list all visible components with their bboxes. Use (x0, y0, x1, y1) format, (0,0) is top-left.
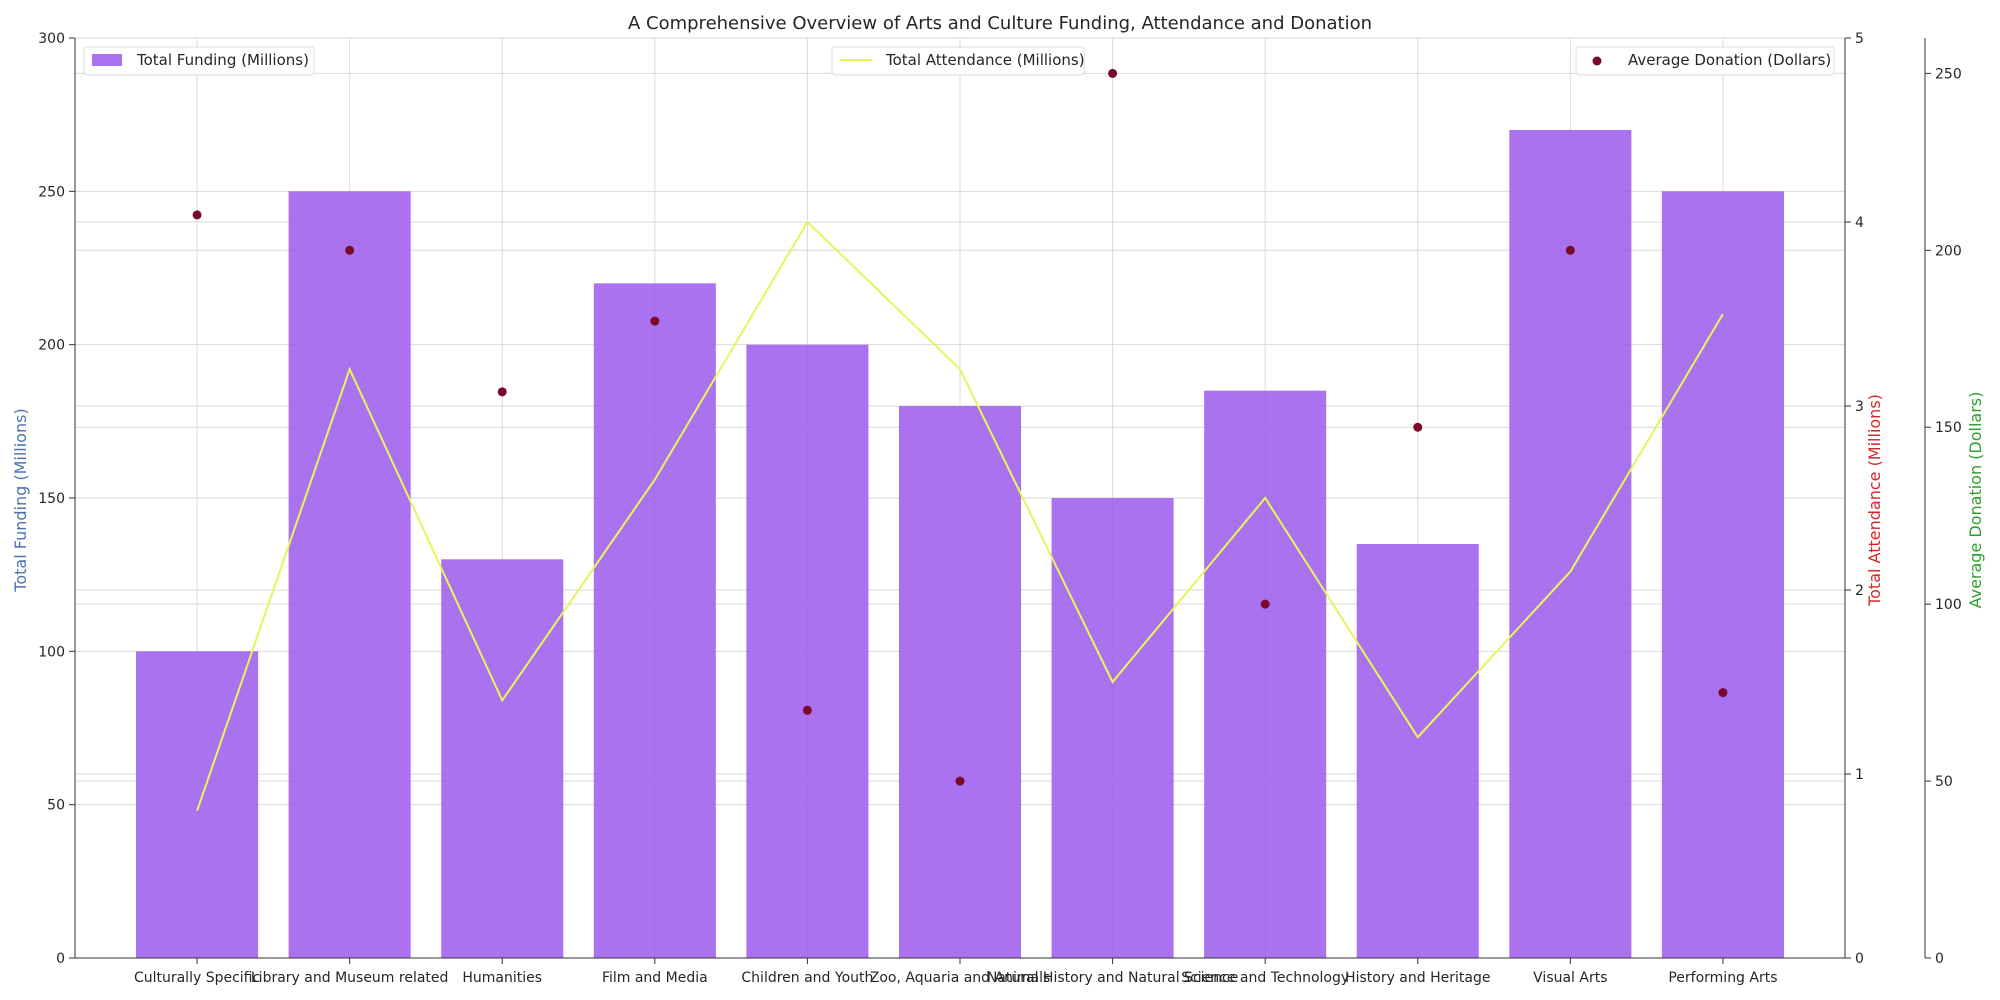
tick-label-right: 5 (1855, 31, 1864, 47)
tick-label-right: 1 (1855, 767, 1864, 783)
bar-funding (1356, 544, 1479, 958)
tick-label-right: 4 (1855, 215, 1864, 231)
tick-label-right: 2 (1855, 583, 1864, 599)
attendance-line-layer (196, 220, 1724, 812)
category-label: History and Heritage (1345, 970, 1490, 986)
bar-funding (1051, 498, 1174, 958)
bar-funding (1204, 390, 1327, 959)
tick-label-left: 100 (38, 644, 65, 660)
legend-funding: Total Funding (Millions) (83, 46, 315, 76)
legend-donation-swatch (1592, 56, 1602, 66)
tick-label-left: 200 (38, 338, 65, 354)
tick-label-left: 250 (38, 184, 65, 200)
tick-label-left: 300 (38, 31, 65, 47)
donation-point (955, 776, 965, 786)
tick-label-left: 150 (38, 491, 65, 507)
donation-point (1108, 68, 1118, 78)
donation-point (802, 705, 812, 715)
bar-funding (136, 651, 259, 958)
tick-label-right2: 150 (1935, 420, 1962, 436)
tick-label-right: 0 (1855, 951, 1864, 967)
tick-label-left: 0 (56, 951, 65, 967)
bar-funding (898, 406, 1022, 958)
tick-label-left: 50 (47, 798, 65, 814)
bar-funding (288, 191, 411, 959)
donation-point (1718, 688, 1728, 698)
category-label: Humanities (462, 970, 542, 986)
donation-points (192, 68, 1728, 786)
donation-point (650, 316, 660, 326)
legend-attendance-label: Total Attendance (Millions) (885, 51, 1085, 69)
legend-donation-box (1575, 46, 1835, 76)
donation-point (1260, 599, 1270, 609)
y-axis-right2-title: Average Donation (Dollars) (1966, 392, 1985, 609)
bar-funding (593, 283, 716, 958)
tick-label-right2: 100 (1935, 597, 1962, 613)
tick-label-right: 3 (1855, 399, 1864, 415)
bar-funding (441, 559, 564, 958)
donation-point (192, 210, 202, 220)
tick-label-right2: 200 (1935, 243, 1962, 259)
category-label: Natural History and Natural Science (987, 970, 1239, 986)
category-label: Performing Arts (1668, 970, 1777, 986)
donation-point (1565, 245, 1575, 255)
legend-attendance: Total Attendance (Millions) (831, 46, 1085, 76)
legend-funding-label: Total Funding (Millions) (136, 51, 309, 69)
bar-funding (746, 344, 869, 959)
legend-funding-box (83, 46, 315, 76)
bar-funding (1661, 191, 1784, 959)
category-label: Science and Technology (1181, 970, 1349, 986)
donation-point (497, 387, 507, 397)
legend-donation: Average Donation (Dollars) (1575, 46, 1835, 76)
category-label: Culturally Specific (134, 970, 260, 986)
legend-attendance-box (831, 46, 1085, 76)
category-label: Children and Youth (741, 970, 873, 986)
chart-title: A Comprehensive Overview of Arts and Cul… (628, 13, 1372, 34)
category-label: Zoo, Aquaria and Animals (870, 970, 1051, 986)
axes (69, 37, 1931, 964)
bar-funding (1509, 130, 1632, 958)
category-label: Library and Museum related (251, 970, 449, 986)
tick-label-right2: 50 (1935, 774, 1953, 790)
legend-funding-swatch (92, 54, 122, 66)
category-label: Film and Media (602, 970, 708, 986)
y-axis-right-title: Total Attendance (Millions) (1865, 394, 1884, 607)
category-label: Visual Arts (1533, 970, 1607, 986)
tick-label-right2: 250 (1935, 66, 1962, 82)
donation-point (345, 245, 355, 255)
funding-bars (136, 130, 1784, 959)
legend-donation-label: Average Donation (Dollars) (1628, 51, 1831, 69)
tick-labels: 050100150200250300012345050100150200250C… (38, 31, 1961, 986)
attendance-line (196, 220, 1724, 812)
donation-point (1413, 422, 1423, 432)
tick-label-right2: 0 (1935, 951, 1944, 967)
y-axis-left-title: Total Funding (Millions) (11, 408, 30, 592)
